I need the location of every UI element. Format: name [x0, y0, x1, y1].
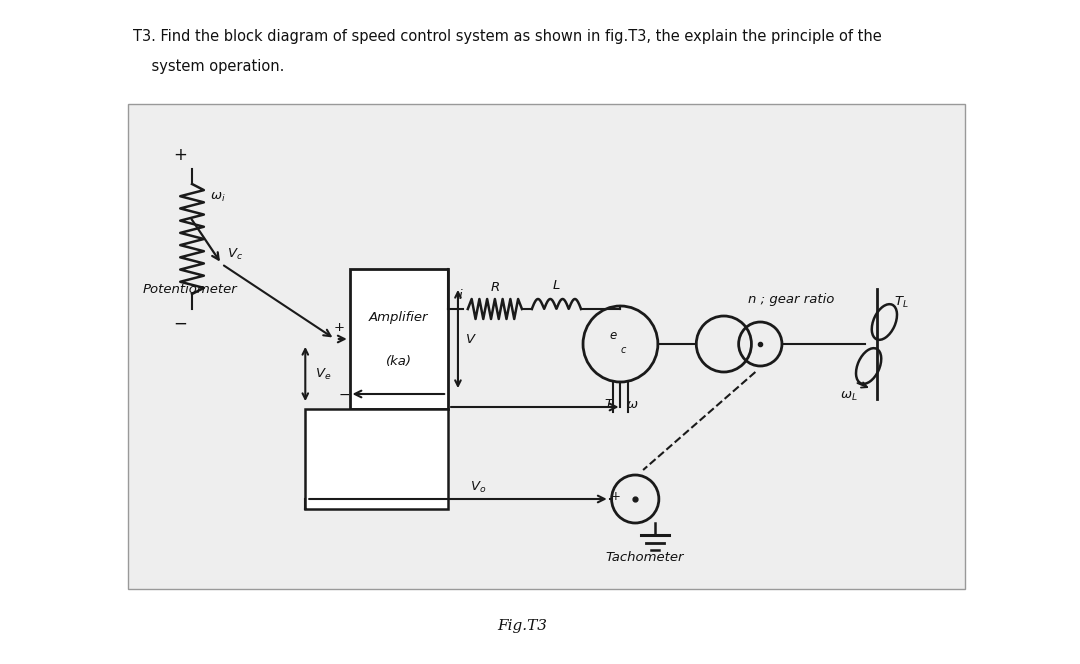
FancyBboxPatch shape	[129, 104, 966, 589]
Text: $T_L$: $T_L$	[894, 294, 909, 309]
Text: $V_e$: $V_e$	[315, 367, 332, 382]
Text: Fig.T3: Fig.T3	[497, 619, 546, 633]
Text: +: +	[610, 491, 621, 503]
Text: L: L	[553, 278, 561, 291]
Text: Tachometer: Tachometer	[606, 551, 685, 564]
Text: i: i	[458, 288, 462, 301]
Text: $\omega_L$: $\omega_L$	[840, 390, 858, 402]
Text: T3. Find the block diagram of speed control system as shown in fig.T3, the expla: T3. Find the block diagram of speed cont…	[133, 29, 881, 44]
Text: $\omega$: $\omega$	[626, 398, 638, 410]
Text: $V_o$: $V_o$	[470, 479, 486, 495]
Text: V: V	[465, 333, 475, 345]
Text: $\omega_i$: $\omega_i$	[210, 191, 226, 204]
Text: $-$: $-$	[173, 314, 187, 332]
Text: R: R	[490, 280, 500, 293]
Text: Amplifier: Amplifier	[369, 311, 429, 323]
Bar	[350, 269, 448, 409]
Text: system operation.: system operation.	[133, 59, 284, 74]
Text: n ; gear ratio: n ; gear ratio	[748, 293, 835, 305]
Text: T: T	[605, 398, 612, 410]
Text: $V_c$: $V_c$	[227, 246, 243, 262]
Text: (ka): (ka)	[386, 355, 411, 367]
Text: $-$: $-$	[338, 387, 350, 401]
Text: e: e	[610, 329, 617, 341]
Text: Potentiometer: Potentiometer	[143, 282, 238, 295]
Text: +: +	[173, 146, 187, 164]
Text: +: +	[334, 321, 345, 333]
Text: c: c	[621, 345, 626, 355]
Bar	[306, 409, 448, 509]
